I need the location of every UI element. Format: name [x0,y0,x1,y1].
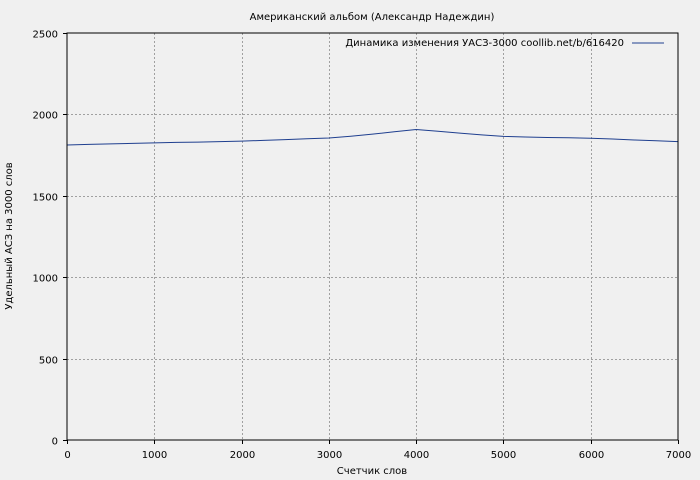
y-tick-label: 2500 [33,30,58,41]
chart-title: Американский альбом (Александр Надеждин) [250,12,495,23]
x-tick-label: 4000 [404,450,429,461]
y-tick-label: 2000 [33,111,58,122]
y-tick-label: 1500 [33,193,58,204]
x-axis-label: Счетчик слов [337,466,408,477]
x-tick-label: 6000 [579,450,604,461]
y-tick-label: 0 [52,437,58,448]
x-tick-label: 0 [64,450,70,461]
x-tick-label: 5000 [491,450,516,461]
x-tick-label: 2000 [230,450,255,461]
legend-label: Динамика изменения УАСЗ-3000 coollib.net… [345,38,624,49]
x-tick-label: 1000 [142,450,167,461]
series-line [66,128,679,146]
x-tick-label: 3000 [317,450,342,461]
y-axis-label: Удельный АСЗ на 3000 слов [4,162,15,309]
legend: Динамика изменения УАСЗ-3000 coollib.net… [345,38,664,49]
series-layer [66,128,679,146]
plot-frame [66,32,679,441]
y-tick-label: 500 [39,356,58,367]
x-tick-label: 7000 [666,450,691,461]
axis-ticks: 0 1000 2000 3000 4000 5000 6000 7000 0 500 1000 150… [33,30,692,462]
grid [67,33,678,440]
y-tick-label: 1000 [33,274,58,285]
